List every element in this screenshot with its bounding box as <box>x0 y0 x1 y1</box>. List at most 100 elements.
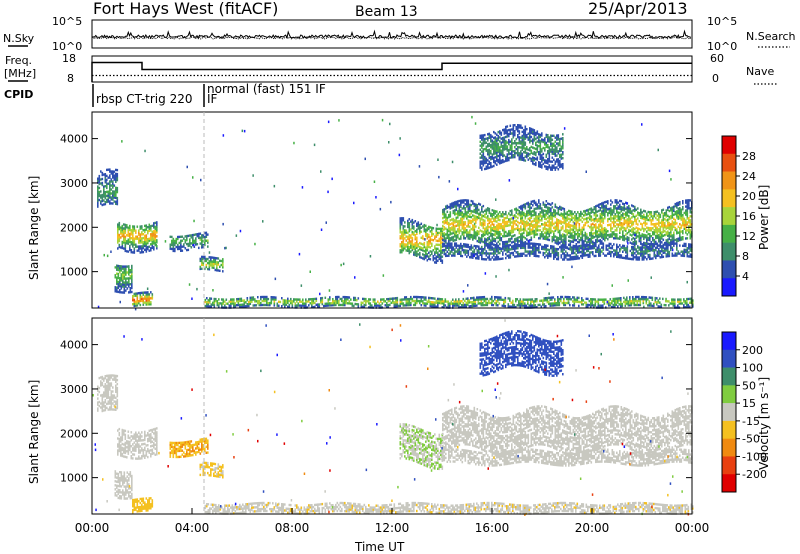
echo-cell <box>502 299 504 301</box>
echo-cell <box>473 297 475 299</box>
echo-cell <box>551 302 553 304</box>
echo-cell <box>570 210 572 212</box>
echo-cell <box>127 265 129 267</box>
echo-cell <box>475 215 477 217</box>
echo-cell <box>511 221 513 223</box>
echo-cell <box>266 296 268 298</box>
echo-cell <box>460 229 462 231</box>
noise-right-tick-top: 10^5 <box>707 15 737 28</box>
echo-cell <box>480 252 482 254</box>
echo-cell <box>679 207 681 209</box>
echo-cell <box>607 253 609 255</box>
echo-cell <box>289 304 291 306</box>
echo-cell <box>508 244 510 246</box>
echo-cell <box>678 202 680 204</box>
echo-cell <box>565 217 567 219</box>
echo-cell <box>559 220 561 222</box>
echo-cell <box>543 246 545 248</box>
echo-cell <box>505 221 507 223</box>
echo-cell <box>480 237 482 239</box>
echo-cell <box>616 244 618 246</box>
echo-cell <box>574 231 576 233</box>
echo-cell <box>431 227 433 229</box>
echo-cell <box>505 235 507 237</box>
echo-cell <box>661 241 663 243</box>
echo-cell <box>401 231 403 233</box>
echo-cell <box>679 223 681 225</box>
echo-cell <box>546 218 548 220</box>
echo-cell <box>117 247 119 249</box>
echo-cell <box>571 211 573 213</box>
echo-cell <box>511 241 513 243</box>
echo-cell <box>431 251 433 253</box>
echo-cell <box>125 236 127 238</box>
echo-cell <box>544 232 546 234</box>
echo-cell <box>562 241 564 243</box>
echo-cell <box>419 246 421 248</box>
echo-cell <box>427 253 429 255</box>
echo-cell <box>555 204 557 206</box>
echo-cell <box>498 223 500 225</box>
echo-cell <box>647 304 649 306</box>
echo-cell <box>494 302 496 304</box>
echo-cell <box>565 296 567 298</box>
echo-cell <box>284 299 286 301</box>
echo-cell <box>568 248 570 250</box>
echo-cell <box>640 223 642 225</box>
echo-cell <box>436 228 438 230</box>
echo-cell <box>553 209 555 211</box>
echo-cell <box>492 221 494 223</box>
echo-cell <box>293 298 295 300</box>
echo-cell <box>406 243 408 245</box>
echo-cell <box>496 210 498 212</box>
echo-cell <box>595 298 597 300</box>
echo-cell <box>421 223 423 225</box>
echo-cell <box>531 242 533 244</box>
echo-cell <box>116 277 118 279</box>
echo-cell <box>188 235 190 237</box>
echo-cell <box>150 233 152 235</box>
echo-cell <box>170 236 172 238</box>
echo-cell <box>463 213 465 215</box>
echo-cell <box>526 230 528 232</box>
echo-cell <box>591 245 593 247</box>
echo-cell <box>687 221 689 223</box>
echo-cell <box>636 209 638 211</box>
echo-cell <box>604 227 606 229</box>
echo-cell <box>624 203 626 205</box>
echo-cell <box>469 214 471 216</box>
echo-cell <box>201 268 203 270</box>
echo-cell <box>598 234 600 236</box>
echo-cell <box>627 206 629 208</box>
echo-cell <box>454 209 456 211</box>
echo-cell <box>649 300 651 302</box>
echo-cell <box>642 211 644 213</box>
echo-cell <box>141 245 143 247</box>
echo-cell <box>442 239 444 241</box>
echo-cell <box>633 241 635 243</box>
echo-cell <box>471 210 473 212</box>
echo-cell <box>484 238 486 240</box>
echo-cell <box>676 228 678 230</box>
echo-cell <box>138 292 140 294</box>
echo-cell <box>531 250 533 252</box>
echo-cell <box>206 240 208 242</box>
echo-cell <box>367 300 369 302</box>
echo-cell <box>236 298 238 300</box>
echo-cell <box>182 236 184 238</box>
echo-cell <box>406 229 408 231</box>
echo-cell <box>224 300 226 302</box>
echo-cell <box>657 243 659 245</box>
echo-cell <box>135 301 137 303</box>
echo-cell <box>545 297 547 299</box>
echo-cell <box>649 227 651 229</box>
echo-cell <box>579 257 581 259</box>
echo-cell <box>464 300 466 302</box>
echo-cell <box>514 238 516 240</box>
echo-cell <box>117 173 119 175</box>
echo-cell <box>424 296 426 298</box>
echo-cell <box>546 200 548 202</box>
echo-cell <box>531 229 533 231</box>
echo-cell <box>149 293 151 295</box>
echo-cell <box>636 254 638 256</box>
